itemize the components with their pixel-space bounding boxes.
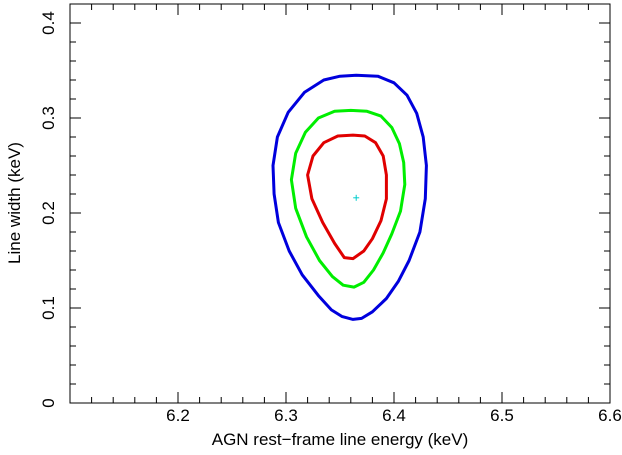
y-tick-labels: 0 0.1 0.2 0.3 0.4 xyxy=(39,11,58,408)
x-tick-label: 6.3 xyxy=(274,406,298,425)
contour-3 xyxy=(306,133,388,261)
confidence-contours xyxy=(271,73,428,321)
x-axis-label: AGN rest−frame line energy (keV) xyxy=(212,430,469,449)
y-tick-label: 0.3 xyxy=(39,106,58,130)
contour-2 xyxy=(289,108,407,289)
contour-1 xyxy=(271,73,428,321)
x-tick-label: 6.6 xyxy=(598,406,622,425)
y-tick-label: 0.2 xyxy=(39,201,58,225)
plot-frame xyxy=(69,3,611,404)
y-tick-label: 0.1 xyxy=(39,296,58,320)
x-tick-label: 6.4 xyxy=(382,406,406,425)
best-fit-marker xyxy=(353,194,360,201)
y-axis-label: Line width (keV) xyxy=(5,142,24,264)
y-tick-label: 0.4 xyxy=(39,11,58,35)
x-tick-labels: 6.2 6.3 6.4 6.5 6.6 xyxy=(166,406,622,425)
x-tick-label: 6.2 xyxy=(166,406,190,425)
y-tick-label: 0 xyxy=(39,398,58,407)
axis-ticks xyxy=(69,3,611,404)
x-tick-label: 6.5 xyxy=(490,406,514,425)
